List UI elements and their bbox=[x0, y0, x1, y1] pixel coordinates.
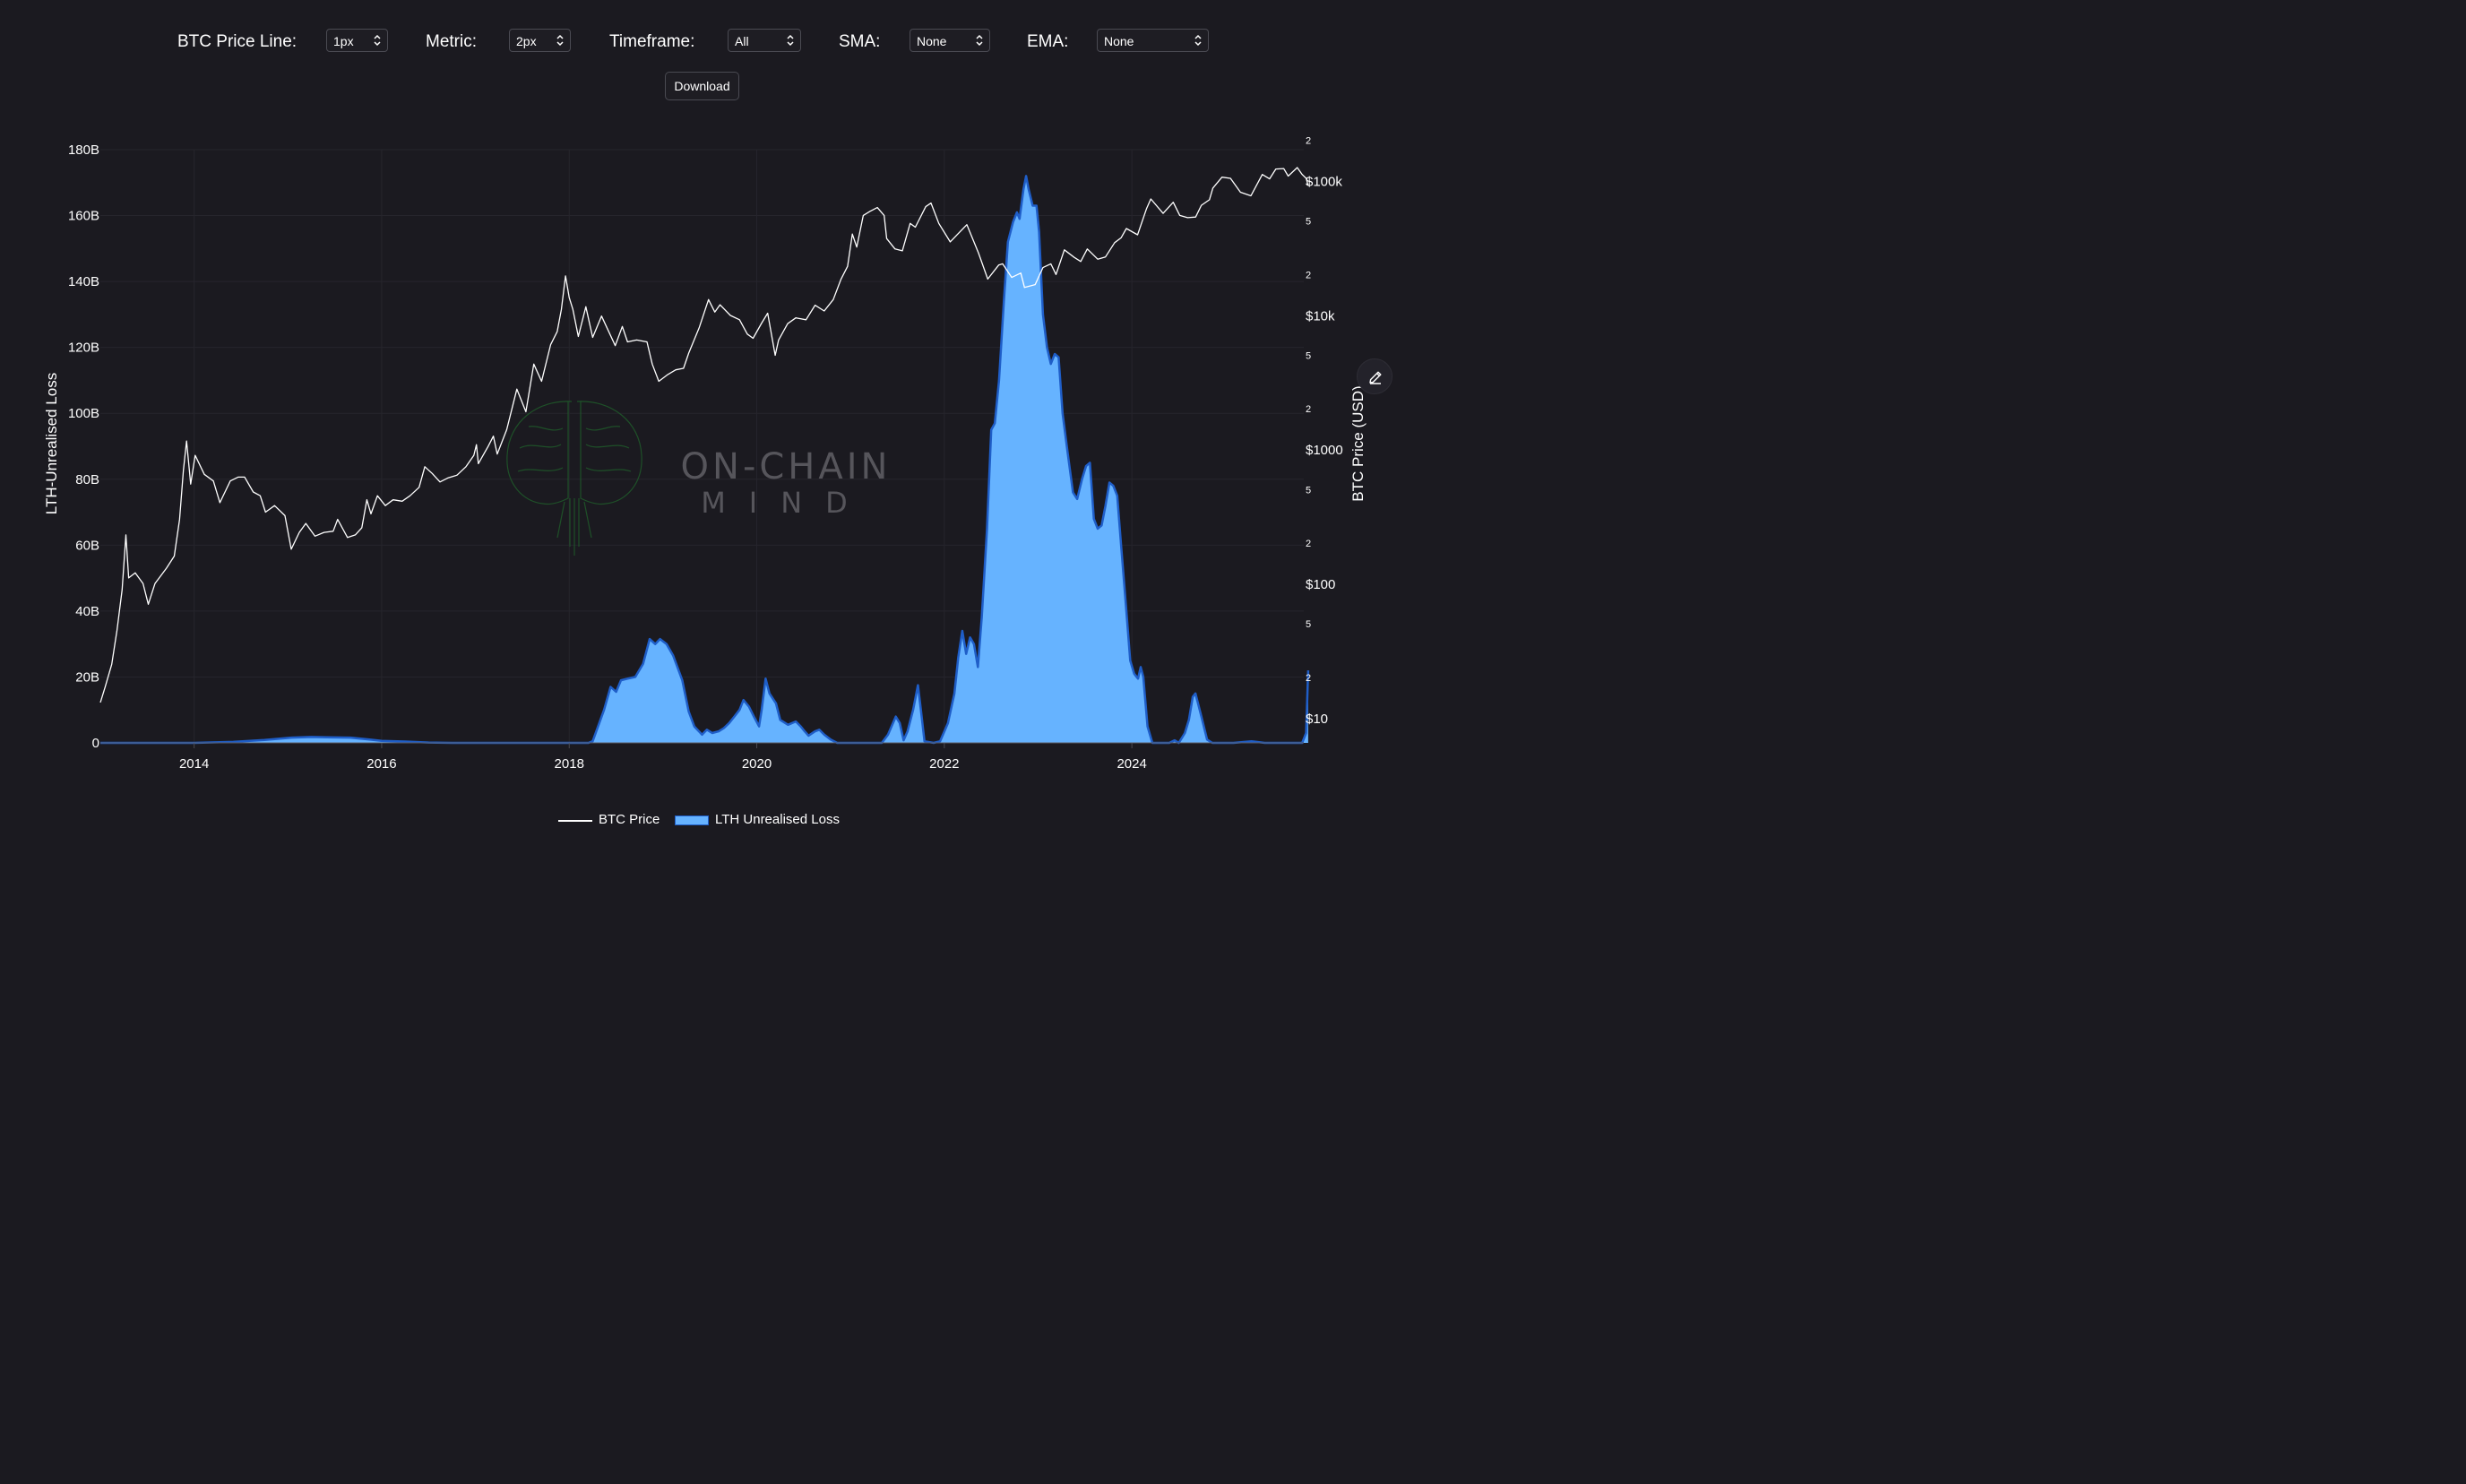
y-left-tick-label: 20B bbox=[75, 669, 99, 685]
y-left-tick-label: 140B bbox=[68, 274, 99, 289]
ema-select[interactable]: None bbox=[1097, 29, 1209, 52]
watermark: ON-CHAIN MIND bbox=[506, 401, 892, 556]
y-left-tick-label: 60B bbox=[75, 538, 99, 553]
y-right-tick-label: $10k bbox=[1306, 308, 1335, 324]
y-left-tick-label: 160B bbox=[68, 209, 99, 224]
updown-chevron-icon bbox=[975, 31, 984, 49]
axes: 0 20B 40B 60B 80B 100B 120B 140B 160B 180B 2014 201… bbox=[68, 135, 1343, 772]
sma-label: SMA: bbox=[839, 32, 881, 51]
y-left-tick-label: 0 bbox=[92, 736, 99, 751]
x-tick-label: 2024 bbox=[1117, 756, 1146, 772]
y-right-minor-tick-label: 2 bbox=[1306, 270, 1311, 280]
y-right-minor-tick-label: 5 bbox=[1306, 351, 1311, 362]
y-axis-left-title: LTH-Unrealised Loss bbox=[43, 373, 60, 514]
timeframe-select[interactable]: All bbox=[728, 29, 801, 52]
lth-loss-layer bbox=[100, 175, 1310, 745]
updown-chevron-icon bbox=[1194, 31, 1203, 49]
y-left-tick-label: 180B bbox=[68, 142, 99, 158]
lth-loss-line bbox=[100, 175, 1310, 745]
metric-value: 2px bbox=[516, 34, 537, 48]
y-right-tick-label: $100k bbox=[1306, 175, 1342, 190]
updown-chevron-icon bbox=[373, 31, 382, 49]
y-right-minor-tick-label: 2 bbox=[1306, 135, 1311, 146]
y-right-tick-label: $1000 bbox=[1306, 443, 1343, 458]
timeframe-value: All bbox=[735, 34, 749, 48]
ema-label: EMA: bbox=[1027, 32, 1069, 51]
btc-price-layer bbox=[99, 167, 1309, 703]
y-right-minor-tick-label: 2 bbox=[1306, 404, 1311, 415]
x-tick-label: 2018 bbox=[555, 756, 584, 772]
btc-price-line-select[interactable]: 1px bbox=[326, 29, 388, 52]
legend-btc-price-swatch bbox=[558, 820, 592, 822]
y-left-tick-label: 40B bbox=[75, 604, 99, 619]
x-tick-label: 2014 bbox=[179, 756, 209, 772]
y-right-tick-label: $100 bbox=[1306, 577, 1335, 592]
lth-loss-area bbox=[100, 176, 1308, 743]
legend-btc-price[interactable]: BTC Price bbox=[599, 812, 660, 827]
brain-logo-icon bbox=[506, 401, 642, 556]
ema-value: None bbox=[1104, 34, 1134, 48]
download-button[interactable]: Download bbox=[665, 72, 739, 100]
updown-chevron-icon bbox=[786, 31, 795, 49]
legend: BTC Price LTH Unrealised Loss bbox=[0, 812, 1405, 830]
watermark-line2: MIND bbox=[701, 486, 871, 520]
y-axis-right-title: BTC Price (USD) bbox=[1349, 385, 1367, 501]
x-tick-label: 2022 bbox=[929, 756, 959, 772]
y-left-tick-label: 80B bbox=[75, 472, 99, 487]
y-right-minor-tick-label: 5 bbox=[1306, 619, 1311, 630]
controls-bar: BTC Price Line: 1px Metric: 2px Timefram… bbox=[0, 27, 1405, 56]
y-right-minor-tick-label: 5 bbox=[1306, 485, 1311, 496]
btc-price-line-value: 1px bbox=[333, 34, 354, 48]
btc-price-line-label: BTC Price Line: bbox=[177, 32, 297, 51]
y-right-tick-label: $10 bbox=[1306, 712, 1328, 727]
sma-value: None bbox=[917, 34, 947, 48]
legend-lth-loss[interactable]: LTH Unrealised Loss bbox=[715, 812, 840, 827]
btc-price-line bbox=[99, 167, 1309, 703]
sma-select[interactable]: None bbox=[910, 29, 990, 52]
legend-lth-loss-swatch bbox=[675, 815, 709, 825]
updown-chevron-icon bbox=[556, 31, 565, 49]
metric-label: Metric: bbox=[426, 32, 477, 51]
y-left-tick-label: 100B bbox=[68, 406, 99, 421]
y-right-minor-tick-label: 2 bbox=[1306, 673, 1311, 684]
y-right-minor-tick-label: 5 bbox=[1306, 217, 1311, 228]
y-left-tick-label: 120B bbox=[68, 341, 99, 356]
y-right-minor-tick-label: 2 bbox=[1306, 539, 1311, 549]
watermark-line1: ON-CHAIN bbox=[681, 446, 892, 487]
x-tick-label: 2020 bbox=[742, 756, 772, 772]
metric-select[interactable]: 2px bbox=[509, 29, 571, 52]
edit-button[interactable] bbox=[1357, 358, 1393, 394]
chart: ON-CHAIN MIND 0 20B 40B 60B 80B 100B 120B 140B 1… bbox=[43, 135, 1367, 772]
x-tick-label: 2016 bbox=[366, 756, 396, 772]
timeframe-label: Timeframe: bbox=[609, 32, 695, 51]
